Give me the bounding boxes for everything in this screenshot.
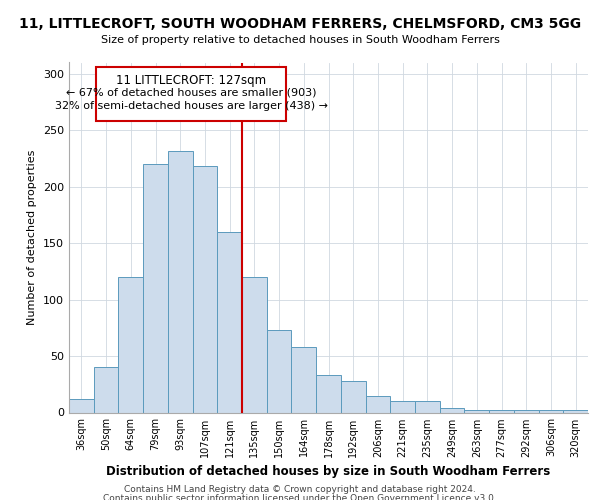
Text: 32% of semi-detached houses are larger (438) →: 32% of semi-detached houses are larger (… bbox=[55, 101, 328, 111]
Bar bbox=[415, 401, 440, 412]
Text: 11, LITTLECROFT, SOUTH WOODHAM FERRERS, CHELMSFORD, CM3 5GG: 11, LITTLECROFT, SOUTH WOODHAM FERRERS, … bbox=[19, 18, 581, 32]
Bar bbox=[292, 347, 316, 412]
Bar bbox=[143, 164, 168, 412]
Text: ← 67% of detached houses are smaller (903): ← 67% of detached houses are smaller (90… bbox=[66, 88, 317, 98]
Y-axis label: Number of detached properties: Number of detached properties bbox=[28, 150, 37, 325]
Bar bbox=[316, 375, 341, 412]
Bar bbox=[464, 410, 489, 412]
FancyBboxPatch shape bbox=[96, 67, 286, 121]
Bar bbox=[217, 232, 242, 412]
X-axis label: Distribution of detached houses by size in South Woodham Ferrers: Distribution of detached houses by size … bbox=[106, 465, 551, 478]
Bar bbox=[489, 410, 514, 412]
Bar bbox=[514, 410, 539, 412]
Bar bbox=[242, 277, 267, 412]
Bar bbox=[193, 166, 217, 412]
Text: 11 LITTLECROFT: 127sqm: 11 LITTLECROFT: 127sqm bbox=[116, 74, 266, 87]
Bar bbox=[563, 410, 588, 412]
Bar bbox=[539, 410, 563, 412]
Bar bbox=[341, 381, 365, 412]
Text: Contains HM Land Registry data © Crown copyright and database right 2024.: Contains HM Land Registry data © Crown c… bbox=[124, 485, 476, 494]
Bar bbox=[365, 396, 390, 412]
Bar bbox=[118, 277, 143, 412]
Text: Contains public sector information licensed under the Open Government Licence v3: Contains public sector information licen… bbox=[103, 494, 497, 500]
Bar bbox=[390, 401, 415, 412]
Bar bbox=[69, 399, 94, 412]
Bar bbox=[440, 408, 464, 412]
Text: Size of property relative to detached houses in South Woodham Ferrers: Size of property relative to detached ho… bbox=[101, 35, 499, 45]
Bar bbox=[168, 150, 193, 412]
Bar bbox=[267, 330, 292, 412]
Bar bbox=[94, 368, 118, 412]
